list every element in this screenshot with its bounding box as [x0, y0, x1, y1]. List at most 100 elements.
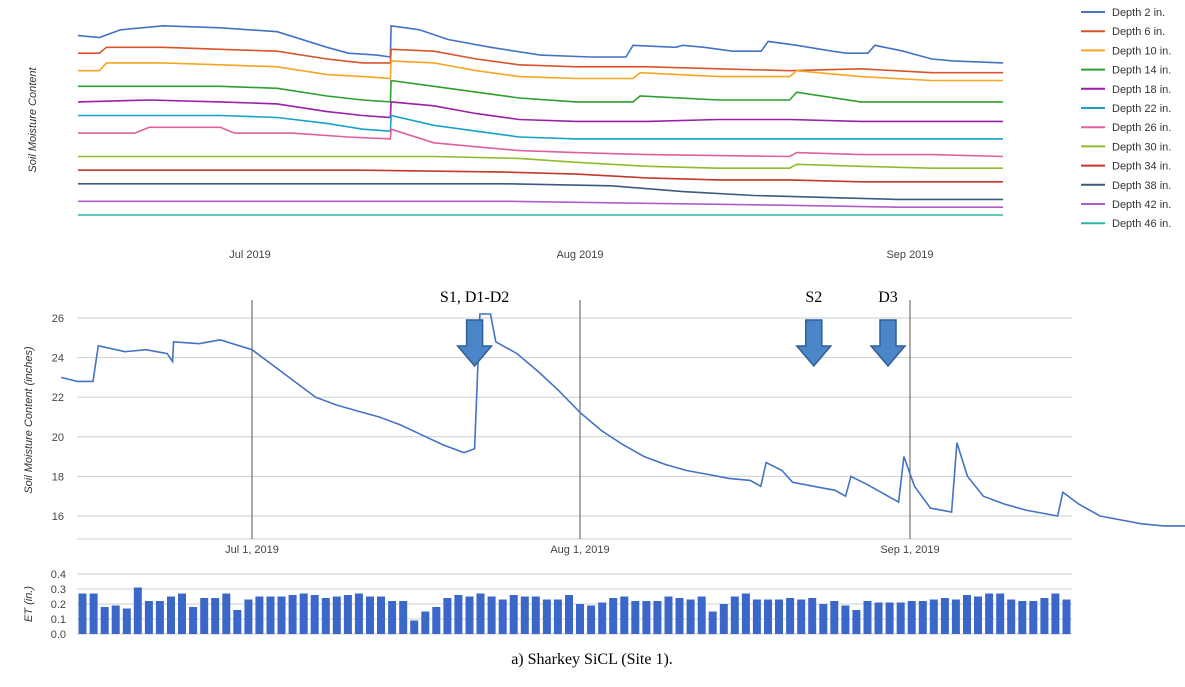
top-series-line-4	[78, 79, 1003, 103]
et-bar	[565, 595, 573, 634]
et-y-tick-label: 0.0	[51, 629, 66, 641]
et-bar	[940, 598, 949, 634]
et-bar	[178, 593, 186, 634]
et-bar	[200, 598, 209, 634]
et-bar	[576, 604, 584, 634]
et-bar	[377, 596, 385, 634]
top-x-tick-label: Sep 2019	[886, 249, 933, 261]
top-series-lines	[77, 24, 1004, 216]
middle-x-tick-label: Aug 1, 2019	[550, 544, 609, 556]
middle-y-tick-label: 26	[52, 313, 64, 325]
et-bar	[553, 599, 562, 634]
top-series-line-11	[78, 200, 1003, 208]
et-gridlines	[77, 573, 1072, 635]
et-bar	[111, 605, 120, 634]
et-bar	[863, 601, 872, 634]
et-bar	[343, 595, 352, 634]
et-bar	[476, 593, 485, 634]
et-bar	[996, 593, 1005, 634]
et-bar	[133, 587, 142, 634]
et-bar	[874, 602, 883, 634]
middle-x-ticks: Jul 1, 2019 Aug 1, 2019 Sep 1, 2019	[225, 544, 940, 556]
et-bar	[155, 601, 164, 634]
et-bar	[310, 595, 319, 634]
middle-gridlines	[77, 300, 1072, 540]
et-bar	[498, 599, 507, 634]
et-bar	[609, 598, 618, 634]
et-bar	[963, 595, 971, 634]
et-bar	[642, 601, 651, 634]
et-bar	[719, 604, 728, 634]
middle-y-tick-label: 20	[52, 432, 64, 444]
et-y-tick-label: 0.4	[51, 569, 66, 581]
figure-caption: a) Sharkey SiCL (Site 1).	[511, 651, 673, 668]
legend-entry: Depth 18 in.	[1112, 84, 1171, 96]
top-series-line-8	[78, 155, 1003, 169]
et-bar	[1051, 593, 1060, 634]
annotation-label: S1, D1-D2	[440, 289, 509, 306]
et-bar	[775, 599, 783, 634]
et-bar	[299, 593, 308, 634]
top-series-line-1	[77, 24, 1004, 64]
et-bar	[885, 602, 894, 634]
et-bar	[354, 593, 363, 634]
middle-chart: Soil Moisture Content (inches) 16 18 20 22 2…	[23, 289, 1185, 556]
et-bar	[730, 596, 739, 634]
et-bar	[1018, 601, 1027, 634]
et-bar	[675, 598, 684, 634]
et-bar	[332, 596, 341, 634]
et-bar	[432, 607, 441, 634]
middle-y-tick-label: 22	[52, 392, 64, 404]
top-series-line-10	[78, 183, 1003, 201]
top-series-line-5	[77, 99, 1003, 123]
et-bar-chart: ET (in.) 0.0 0.1 0.2 0.3 0.4	[23, 569, 1072, 641]
et-bar	[454, 595, 463, 634]
et-bar	[664, 596, 673, 634]
et-bar	[100, 607, 109, 634]
et-bar	[808, 598, 817, 634]
et-y-tick-label: 0.2	[51, 599, 66, 611]
et-bar	[487, 596, 496, 634]
middle-annotations: S1, D1-D2 S2 D3	[440, 289, 907, 368]
et-bar	[421, 611, 430, 634]
et-bar	[89, 593, 98, 634]
top-x-tick-label: Jul 2019	[229, 249, 271, 261]
et-y-tick-label: 0.3	[51, 584, 66, 596]
et-bars	[78, 587, 1071, 634]
top-x-ticks: Jul 2019 Aug 2019 Sep 2019	[229, 249, 933, 261]
middle-y-tick-label: 18	[52, 471, 64, 483]
et-bar	[653, 601, 662, 634]
annotation-label: D3	[878, 289, 898, 306]
top-series-line-6	[78, 114, 1003, 140]
et-bar	[951, 599, 960, 634]
et-bar	[686, 599, 695, 634]
soil-moisture-line	[61, 313, 1185, 527]
top-series-line-2	[78, 46, 1003, 74]
et-bar	[531, 596, 540, 634]
et-bar	[542, 599, 551, 634]
legend-entry: Depth 10 in.	[1112, 45, 1171, 57]
middle-y-tick-label: 24	[52, 353, 64, 365]
et-y-ticks: 0.0 0.1 0.2 0.3 0.4	[51, 569, 66, 641]
et-bar	[366, 596, 374, 634]
et-bar	[830, 601, 839, 634]
et-bar	[266, 596, 275, 634]
legend-entry: Depth 42 in.	[1112, 199, 1171, 211]
et-bar	[1040, 598, 1049, 634]
middle-y-ticks: 16 18 20 22 24 26	[52, 313, 64, 523]
legend-entry: Depth 26 in.	[1112, 122, 1171, 134]
et-bar	[443, 598, 452, 634]
et-bar	[985, 593, 994, 634]
et-bar	[277, 596, 286, 634]
et-bar	[321, 598, 330, 634]
et-bar	[819, 604, 828, 634]
et-bar	[896, 602, 905, 634]
et-bar	[288, 595, 297, 634]
et-y-tick-label: 0.1	[51, 614, 66, 626]
et-bar	[465, 596, 474, 634]
top-legend: Depth 2 in. Depth 6 in. Depth 10 in. Depth …	[1081, 7, 1171, 230]
top-y-axis-label: Soil Moisture Content	[27, 66, 39, 172]
et-bar	[388, 601, 397, 634]
legend-entry: Depth 2 in.	[1112, 7, 1165, 19]
